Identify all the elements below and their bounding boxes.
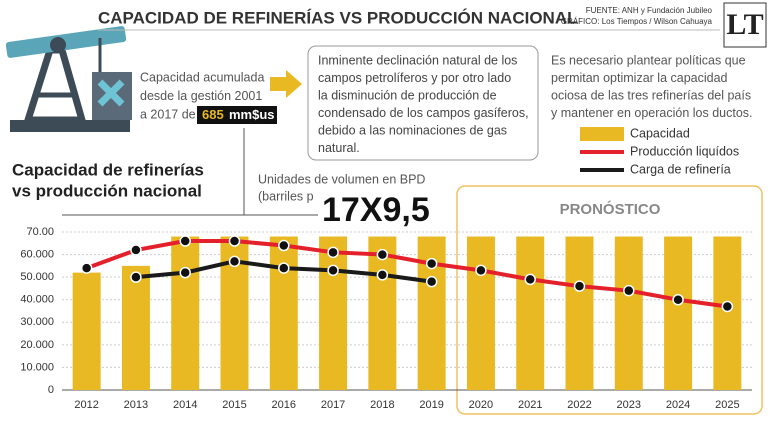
y-tick-label: 30.000 (20, 316, 54, 328)
point (475, 264, 487, 277)
y-tick-label: 10.000 (20, 361, 54, 373)
box-note: campos petrolíferos y por otro lado (318, 71, 511, 85)
point (80, 262, 93, 274)
x-tick-label: 2020 (469, 399, 493, 411)
y-tick-label: 40.000 (20, 294, 54, 306)
subtitle: vs producción nacional (12, 181, 202, 200)
point (376, 248, 389, 261)
box-note: Inminente declinación natural de los (318, 53, 517, 67)
amount-unit: mm$us (229, 107, 275, 122)
point (278, 262, 290, 274)
point (179, 235, 191, 247)
chart: 0 10.000 20.000 30.000 40.000 50.000 60.000 70.… (20, 226, 752, 411)
bar (516, 236, 545, 390)
oil-pump-icon (5, 26, 132, 132)
point (524, 273, 536, 286)
y-tick-label: 50.000 (20, 271, 54, 283)
legend-label: Carga de refinería (630, 162, 731, 176)
subtitle: Capacidad de refinerías (12, 160, 204, 179)
point (672, 293, 684, 306)
amount-highlight (197, 106, 277, 124)
box-note: la disminución de producción de (318, 88, 497, 102)
bar (171, 236, 200, 390)
legend-swatch (580, 127, 624, 141)
box-note: debido a las nominaciones de gas (318, 123, 507, 137)
bar (121, 265, 150, 390)
point (623, 284, 635, 297)
point (130, 244, 142, 256)
capacity-note: Capacidad acumulada (140, 70, 264, 84)
x-tick-label: 2017 (321, 399, 345, 411)
forecast-label: PRONÓSTICO (560, 200, 661, 218)
point (425, 275, 438, 288)
box-note: natural. (318, 141, 360, 155)
bar (466, 236, 495, 390)
x-tick-label: 2016 (272, 399, 296, 411)
point (130, 271, 142, 283)
box-note: condensado de los campos gasíferos, (318, 106, 529, 120)
capacity-note: desde la gestión 2001 (140, 89, 262, 103)
capacity-note: a 2017 de (140, 107, 196, 121)
side-note: ociosa de las tres refinerías del país (551, 88, 751, 102)
point (278, 239, 290, 252)
point (376, 269, 389, 281)
side-note: Es necesario plantear políticas que (551, 53, 746, 67)
legend-label: Producción liquídos (630, 144, 739, 158)
arrow (270, 70, 302, 98)
point (179, 266, 191, 279)
y-tick-label: 60.000 (20, 248, 54, 260)
point (327, 264, 339, 277)
bar (368, 236, 397, 390)
x-tick-label: 2019 (419, 399, 443, 411)
units-note: (barriles p (258, 189, 314, 203)
point (425, 257, 438, 270)
bar (664, 236, 693, 390)
x-tick-label: 2018 (370, 399, 394, 411)
y-tick-label: 20.000 (20, 339, 54, 351)
credit: GRÁFICO: Los Tiempos / Wilson Cahuaya (561, 17, 713, 26)
line (85, 239, 728, 309)
side-note: y mantener en operación los ductos. (551, 106, 753, 120)
x-tick-label: 2025 (715, 399, 739, 411)
side-note: permitan optimizar la capacidad (551, 71, 728, 85)
x-tick-label: 2013 (124, 399, 148, 411)
x-tick-label: 2024 (666, 399, 690, 411)
amount: 685 (202, 107, 224, 122)
forecast-box (456, 185, 763, 415)
source: FUENTE: ANH y Fundación Jubileo (586, 6, 713, 15)
bar (614, 236, 643, 390)
logo-box (723, 2, 767, 48)
units-note: Unidades de volumen en BPD (258, 172, 425, 186)
point (228, 235, 241, 247)
x-tick-label: 2014 (173, 399, 197, 411)
bar (713, 236, 742, 390)
point (228, 255, 241, 268)
stamp-bg (318, 192, 458, 230)
x-tick-label: 2012 (74, 399, 98, 411)
point (721, 300, 734, 313)
bar (269, 236, 298, 390)
y-tick-label: 70.00 (26, 226, 54, 238)
bar (72, 272, 101, 390)
x-tick-label: 2022 (567, 399, 591, 411)
point (327, 246, 339, 259)
legend-label: Capacidad (630, 126, 690, 140)
point (573, 280, 586, 292)
title: CAPACIDAD DE REFINERÍAS VS PRODUCCIÓN NA… (98, 8, 578, 27)
stamp: 17X9,5 (322, 191, 430, 229)
connector (62, 128, 330, 216)
note-box (307, 45, 539, 161)
bar (565, 236, 594, 390)
bar (319, 236, 348, 390)
y-tick-label: 0 (48, 384, 54, 396)
logo: LT (726, 8, 763, 41)
x-tick-label: 2021 (518, 399, 542, 411)
x-tick-label: 2023 (617, 399, 641, 411)
x-tick-label: 2015 (222, 399, 246, 411)
